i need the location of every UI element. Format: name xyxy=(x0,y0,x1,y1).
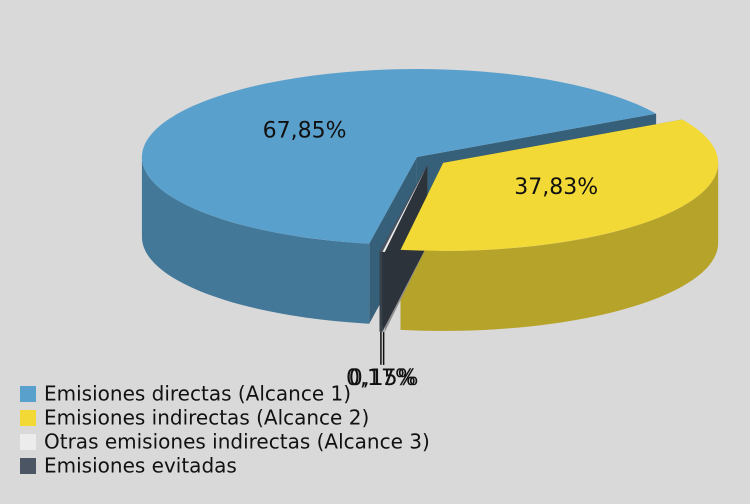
legend-label: Emisiones directas (Alcance 1) xyxy=(44,382,351,406)
legend-swatch xyxy=(20,458,36,474)
legend-label: Otras emisiones indirectas (Alcance 3) xyxy=(44,430,430,454)
pie-wall xyxy=(379,251,383,332)
pie-slice xyxy=(382,165,428,252)
legend-swatch xyxy=(20,386,36,402)
legend-label: Emisiones indirectas (Alcance 2) xyxy=(44,406,369,430)
legend-swatch xyxy=(20,434,36,450)
value-label: 0,15% xyxy=(349,366,419,391)
pie-tops xyxy=(141,69,719,252)
pie-slice xyxy=(379,165,428,252)
pie-slice xyxy=(141,69,657,244)
pie-wall xyxy=(141,157,370,324)
value-label: 0,17% xyxy=(346,366,416,391)
pie-slice xyxy=(400,119,719,251)
value-label: 37,83% xyxy=(514,175,598,200)
legend-label: Emisiones evitadas xyxy=(44,454,237,478)
pie-wall xyxy=(400,162,719,331)
legend-swatch xyxy=(20,410,36,426)
value-label: 67,85% xyxy=(263,119,347,144)
